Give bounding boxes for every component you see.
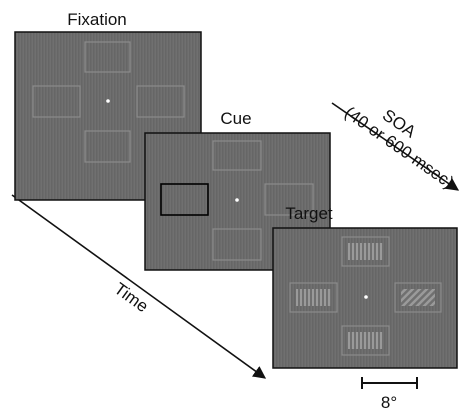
target-frame: [272, 227, 458, 369]
frame-label: Fixation: [67, 10, 127, 29]
scale-label: 8°: [381, 393, 397, 412]
soa-arrow: [331, 102, 460, 191]
time-label: Time: [111, 279, 152, 316]
frame-label: Cue: [220, 109, 251, 128]
frame-label: Target: [285, 204, 333, 223]
scale-bar: [361, 377, 418, 389]
time-arrow: [11, 194, 267, 379]
